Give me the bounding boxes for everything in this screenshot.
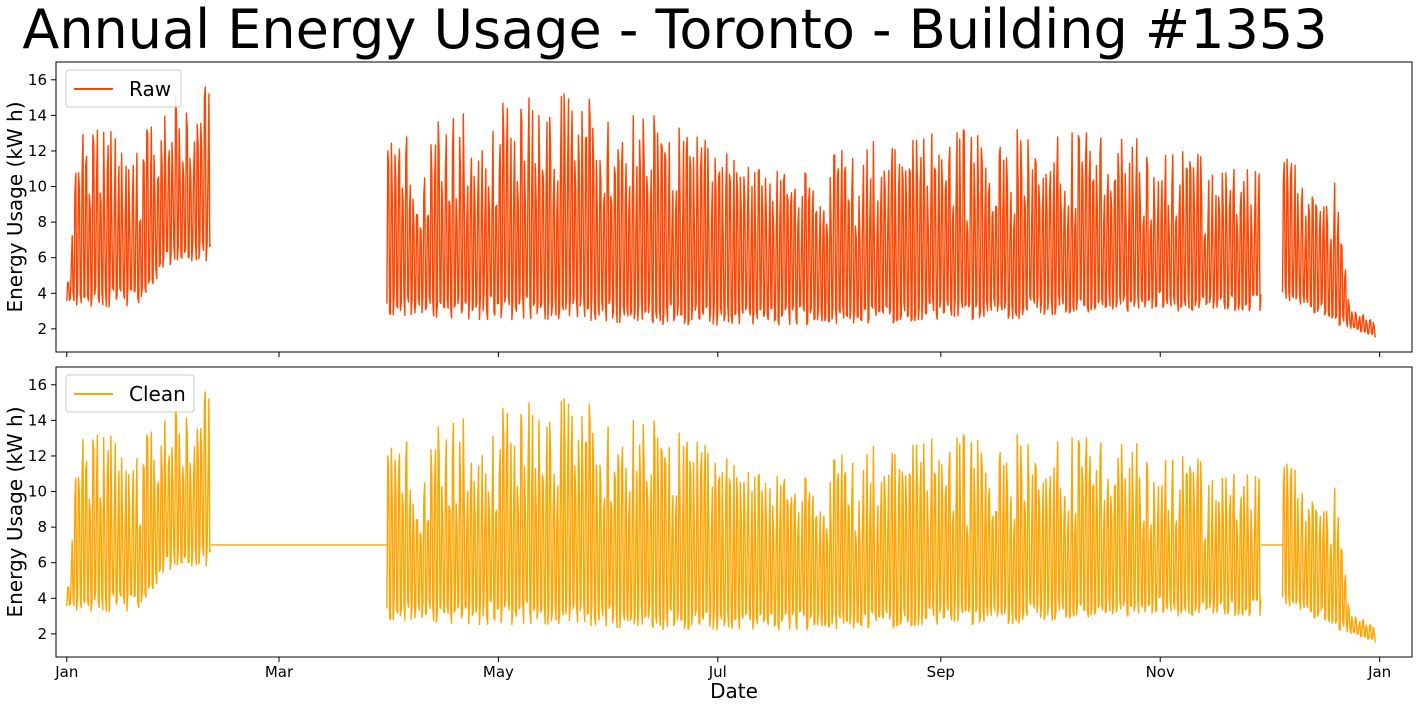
x-tick-label: Nov [1146,663,1175,681]
y-tick-label: 14 [28,106,47,124]
legend-label: Raw [129,77,171,101]
y-tick-label: 16 [28,376,47,394]
y-tick-label: 6 [37,249,47,267]
y-axis-label: Energy Usage (kW h) [3,101,27,312]
x-tick-label: Jul [708,663,727,681]
series-line-raw [66,86,1377,338]
y-tick-label: 12 [28,447,47,465]
y-tick-label: 4 [37,284,47,302]
panel-clean: 2 4 6 8 10 12 14 16 Jan Mar May Jul Sep Nov Jan Energy … [3,366,1413,703]
y-tick-label: 14 [28,411,47,429]
y-tick-label: 6 [37,554,47,572]
legend: Raw [65,69,182,108]
x-tick-label: Jan [54,663,78,681]
plot-frame [55,61,1413,353]
x-tick-label: Mar [265,663,294,681]
legend-box [65,69,182,108]
plot-frame [55,366,1413,658]
y-tick-label: 8 [37,213,47,231]
y-tick-label: 4 [37,589,47,607]
y-tick-label: 12 [28,142,47,160]
legend-label: Clean [129,382,186,406]
x-axis-label: Date [710,679,758,703]
x-tick-label: Sep [927,663,955,681]
y-tick-label: 10 [28,483,47,501]
figure-title: Annual Energy Usage - Toronto - Building… [22,0,1328,61]
series-line-clean [66,391,1377,643]
legend-box [65,374,195,413]
y-tick-label: 10 [28,178,47,196]
y-tick-label: 2 [37,320,47,338]
legend: Clean [65,374,195,413]
y-tick-label: 2 [37,625,47,643]
x-tick-label: May [483,663,514,681]
x-tick-label: Jan [1367,663,1391,681]
y-axis-label: Energy Usage (kW h) [3,406,27,617]
y-tick-label: 8 [37,518,47,536]
y-tick-label: 16 [28,71,47,89]
